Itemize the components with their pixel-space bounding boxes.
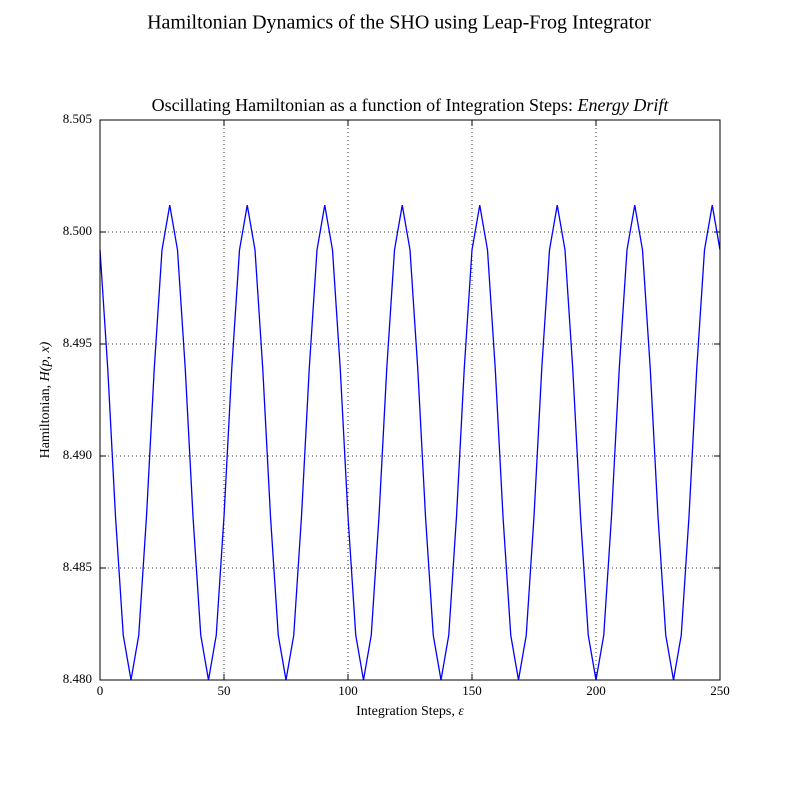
x-tick-label: 250: [710, 683, 730, 698]
y-tick-label: 8.505: [63, 111, 92, 126]
x-tick-label: 150: [462, 683, 482, 698]
y-axis-label: Hamiltonian, H(p, x): [38, 341, 53, 458]
y-tick-label: 8.500: [63, 223, 92, 238]
x-axis-label: Integration Steps, ε: [356, 704, 464, 719]
title-emphasis: Energy Drift: [577, 95, 670, 115]
plot-area: 8.480 8.485 8.490 8.495 8.500 8.505 0 50 100 150 2…: [63, 111, 730, 698]
chart-title: Oscillating Hamiltonian as a function of…: [152, 95, 670, 115]
x-label-symbol: ε: [458, 704, 464, 719]
y-tick-label: 8.480: [63, 671, 92, 686]
x-tick-label: 100: [338, 683, 358, 698]
y-tick-label: 8.490: [63, 447, 92, 462]
plot-frame: [99, 119, 721, 681]
line-series: [99, 205, 721, 681]
y-tick-label: 8.485: [63, 559, 92, 574]
y-label-text: Hamiltonian,: [38, 381, 53, 458]
y-label-symbol: H(p, x): [38, 341, 53, 382]
x-label-text: Integration Steps,: [356, 704, 458, 719]
y-tick-label: 8.495: [63, 335, 92, 350]
x-tick-label: 0: [97, 683, 104, 698]
suptitle: Hamiltonian Dynamics of the SHO using Le…: [147, 12, 651, 34]
x-tick-label: 200: [586, 683, 606, 698]
title-text: Oscillating Hamiltonian as a function of…: [152, 95, 573, 115]
x-tick-label: 50: [218, 683, 231, 698]
